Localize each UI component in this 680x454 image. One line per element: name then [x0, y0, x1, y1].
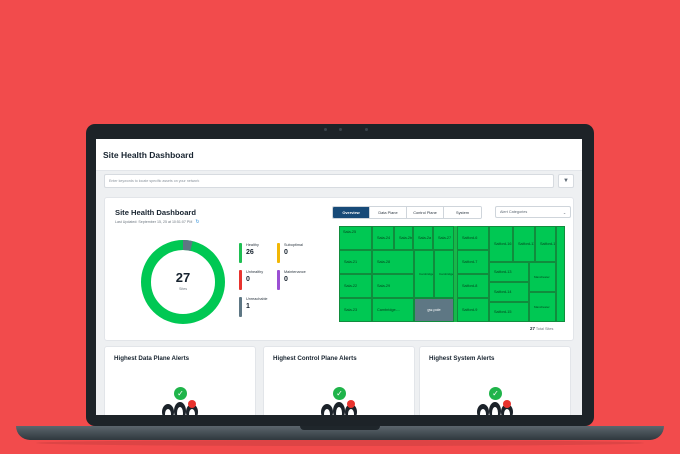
check-circle-icon: ✓ — [333, 387, 346, 400]
top-bar: Site Health Dashboard — [96, 139, 582, 171]
tab-control-plane[interactable]: Control Plane — [407, 207, 444, 218]
treemap-tile[interactable]: Sala-27 — [433, 226, 454, 250]
legend-label: Healthy — [246, 243, 259, 247]
treemap-tile[interactable]: Sala-2b — [394, 226, 413, 250]
healthy-swatch — [239, 243, 242, 263]
treemap-tile[interactable]: Salford-7 — [457, 250, 489, 274]
webcam-dot-icon — [324, 128, 327, 131]
legend-label: Suboptimal — [284, 243, 303, 247]
treemap-tile[interactable]: Salford-13 — [489, 262, 529, 282]
donut-unreachable-arc — [141, 240, 225, 324]
view-tabs: Overview Data Plane Control Plane System — [332, 206, 482, 219]
legend-label: Maintenance — [284, 270, 306, 274]
treemap-tile-unreachable[interactable]: gw-pole — [414, 298, 454, 322]
unreachable-swatch — [239, 297, 242, 317]
laptop-notch — [300, 426, 380, 430]
treemap-tile[interactable]: Cambridge — [434, 250, 454, 298]
card-title: Site Health Dashboard — [115, 208, 197, 217]
treemap-tile[interactable]: Salford-15 — [489, 302, 529, 322]
last-updated-text: Last Updated: September 15, 25 at 10:51:… — [115, 220, 193, 224]
treemap-tile[interactable]: Salford-6 — [457, 226, 489, 250]
chevron-down-icon: ⌄ — [562, 210, 566, 215]
alert-card-title: Highest Data Plane Alerts — [114, 355, 190, 362]
legend-value: 0 — [284, 249, 288, 256]
tab-overview[interactable]: Overview — [333, 207, 370, 218]
laptop-shadow — [36, 440, 644, 446]
treemap-tile[interactable]: Salford-12 — [535, 226, 556, 262]
penguin-mascots-icon — [321, 400, 357, 415]
site-health-donut — [141, 240, 225, 324]
treemap-tile[interactable]: Sala-2a — [413, 226, 433, 250]
maintenance-swatch — [277, 270, 280, 290]
treemap-tile[interactable]: Sala-24 — [372, 226, 394, 250]
refresh-icon[interactable]: ↻ — [195, 219, 200, 225]
system-alerts-card: Highest System Alerts ✓ — [419, 346, 571, 415]
treemap-tile[interactable]: Cambridge — [414, 250, 434, 298]
treemap-total-label: Total Sites — [535, 327, 554, 331]
check-circle-icon: ✓ — [174, 387, 187, 400]
last-updated: Last Updated: September 15, 25 at 10:51:… — [115, 219, 200, 225]
webcam-lens-icon — [339, 128, 342, 131]
legend-unreachable[interactable]: Unreachable 1 — [239, 297, 268, 317]
treemap-tile[interactable]: Manchester — [529, 262, 556, 292]
legend-suboptimal[interactable]: Suboptimal 0 — [277, 243, 303, 263]
legend-unhealthy[interactable]: Unhealthy 0 — [239, 270, 263, 290]
legend-value: 0 — [246, 276, 250, 283]
donut-label: Sites — [179, 287, 187, 291]
treemap-tile[interactable]: Salford-11 — [513, 226, 535, 262]
alert-categories-value: Alert Categories — [500, 210, 528, 214]
legend-value: 26 — [246, 249, 254, 256]
treemap-tile[interactable]: Salford-16 — [489, 226, 513, 262]
treemap-tile[interactable]: Sala-23 — [339, 298, 372, 322]
treemap-tile[interactable]: Manchester — [529, 292, 556, 322]
filter-button[interactable]: ▼ — [558, 174, 574, 188]
legend-label: Unhealthy — [246, 270, 264, 274]
site-health-card: Site Health Dashboard Last Updated: Sept… — [104, 197, 574, 341]
legend-healthy[interactable]: Healthy 26 — [239, 243, 259, 263]
treemap-tile-sliver[interactable] — [556, 226, 565, 322]
control-plane-alerts-card: Highest Control Plane Alerts ✓ — [263, 346, 415, 415]
data-plane-alerts-card: Highest Data Plane Alerts ✓ — [104, 346, 256, 415]
legend-maintenance[interactable]: Maintenance 0 — [277, 270, 306, 290]
treemap-tile[interactable]: Cambridge-... — [372, 298, 414, 322]
treemap-tile[interactable]: Sala-28 — [372, 250, 414, 274]
penguin-mascots-icon — [477, 400, 513, 415]
check-circle-icon: ✓ — [489, 387, 502, 400]
light-sensor-icon — [365, 128, 368, 131]
treemap-total-count: 27 — [530, 326, 535, 331]
treemap-tile[interactable]: Sala-25 — [339, 226, 372, 250]
treemap-tile[interactable]: Sala-22 — [339, 274, 372, 298]
treemap-tile[interactable]: Salford-8 — [457, 274, 489, 298]
search-row: Enter keywords to locate specific assets… — [104, 174, 574, 188]
screen: Site Health Dashboard Enter keywords to … — [96, 139, 582, 415]
alert-card-title: Highest System Alerts — [429, 355, 495, 362]
laptop-base — [16, 426, 664, 440]
treemap-tile[interactable]: Sala-21 — [339, 250, 372, 274]
penguin-mascots-icon — [162, 400, 198, 415]
search-input[interactable]: Enter keywords to locate specific assets… — [104, 174, 554, 188]
unhealthy-swatch — [239, 270, 242, 290]
filter-icon: ▼ — [563, 178, 569, 184]
treemap-total: 27 Total Sites — [530, 326, 553, 331]
donut-total: 27 — [175, 270, 191, 285]
treemap-tile[interactable]: Salford-9 — [457, 298, 489, 322]
alert-card-title: Highest Control Plane Alerts — [273, 355, 357, 362]
tab-system[interactable]: System — [444, 207, 481, 218]
site-treemap: Sala-25 Sala-24 Sala-2b Sala-2a Sala-27 … — [339, 226, 565, 322]
treemap-tile[interactable]: Sala-29 — [372, 274, 414, 298]
legend-value: 0 — [284, 276, 288, 283]
alert-categories-select[interactable]: Alert Categories ⌄ — [495, 206, 571, 218]
treemap-tile[interactable]: Salford-14 — [489, 282, 529, 302]
tab-data-plane[interactable]: Data Plane — [370, 207, 407, 218]
app-title: Site Health Dashboard — [103, 149, 194, 160]
suboptimal-swatch — [277, 243, 280, 263]
legend-value: 1 — [246, 303, 250, 310]
legend-label: Unreachable — [246, 297, 268, 301]
